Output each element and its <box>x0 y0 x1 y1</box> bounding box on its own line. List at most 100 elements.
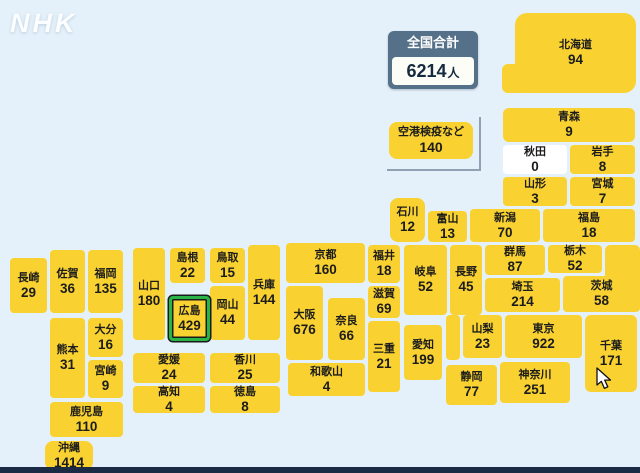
prefecture-name: 福井 <box>373 250 395 262</box>
tile-chiba[interactable]: 千葉 171 <box>585 315 637 392</box>
tile-yamanashi[interactable]: 山梨 23 <box>463 315 502 358</box>
prefecture-name: 和歌山 <box>310 365 343 378</box>
prefecture-value: 9 <box>565 124 573 139</box>
tile-niigata[interactable]: 新潟 70 <box>470 209 540 242</box>
national-total-value-box: 6214 人 <box>392 57 474 85</box>
prefecture-value: 676 <box>293 322 316 337</box>
tile-shiga[interactable]: 滋賀 69 <box>368 286 400 318</box>
tile-kumamoto[interactable]: 熊本 31 <box>50 318 85 398</box>
tile-miyazaki[interactable]: 宮崎 9 <box>88 360 123 398</box>
prefecture-value: 110 <box>75 418 98 434</box>
prefecture-name: 静岡 <box>460 371 483 383</box>
tile-saga[interactable]: 佐賀 36 <box>50 250 85 313</box>
prefecture-value: 18 <box>376 263 392 278</box>
prefecture-name: 富山 <box>436 212 459 225</box>
prefecture-name: 兵庫 <box>253 278 275 291</box>
tile-kochi[interactable]: 高知 4 <box>133 386 205 414</box>
tile-fukushima[interactable]: 福島 18 <box>543 209 635 242</box>
prefecture-name: 宮崎 <box>94 365 117 377</box>
tile-gunma[interactable]: 群馬 87 <box>485 245 545 275</box>
prefecture-value: 29 <box>20 284 37 300</box>
prefecture-name: 滋賀 <box>373 288 395 300</box>
prefecture-value: 44 <box>219 312 236 327</box>
prefecture-name: 青森 <box>558 111 580 123</box>
prefecture-value: 7 <box>598 190 607 206</box>
prefecture-name: 山梨 <box>471 322 494 335</box>
tile-mie[interactable]: 三重 21 <box>368 321 400 392</box>
prefecture-name: 鹿児島 <box>70 405 103 418</box>
prefecture-name: 新潟 <box>494 211 516 224</box>
prefecture-name: 熊本 <box>56 344 79 356</box>
prefecture-name: 岐阜 <box>414 266 437 278</box>
tile-tottori[interactable]: 鳥取 15 <box>210 248 245 283</box>
prefecture-value: 18 <box>581 224 597 240</box>
prefecture-value: 0 <box>531 158 539 174</box>
tile-saitama[interactable]: 埼玉 214 <box>485 278 560 312</box>
tile-fukui[interactable]: 福井 18 <box>368 245 400 283</box>
tile-osaka[interactable]: 大阪 676 <box>286 286 323 360</box>
prefecture-name: 福島 <box>578 211 600 224</box>
prefecture-value: 251 <box>523 381 547 397</box>
tile-hyogo[interactable]: 兵庫 144 <box>248 245 280 340</box>
airport-quarantine-box: 空港検疫など 140 <box>389 122 473 159</box>
tile-toyama[interactable]: 富山 13 <box>428 211 467 242</box>
prefecture-value: 24 <box>161 367 177 382</box>
tile-wakayama[interactable]: 和歌山 4 <box>288 363 365 396</box>
prefecture-name: 沖縄 <box>58 441 80 454</box>
tile-aichi[interactable]: 愛知 199 <box>404 325 442 380</box>
prefecture-name: 福岡 <box>94 267 117 280</box>
tile-aomori[interactable]: 青森 9 <box>503 108 635 142</box>
prefecture-value: 21 <box>376 355 392 371</box>
prefecture-value: 22 <box>179 264 196 280</box>
prefecture-value: 15 <box>219 264 236 280</box>
tile-gifu[interactable]: 岐阜 52 <box>404 245 447 315</box>
prefecture-name: 香川 <box>234 354 256 366</box>
tile-nara[interactable]: 奈良 66 <box>328 298 365 360</box>
prefecture-name: 群馬 <box>504 246 526 258</box>
tile-ibaraki[interactable]: 茨城 58 <box>563 276 640 312</box>
prefecture-value: 144 <box>252 291 276 307</box>
tile-hokkaido[interactable]: 北海道 94 <box>515 13 636 93</box>
tile-ehime[interactable]: 愛媛 24 <box>133 353 205 383</box>
tile-okinawa[interactable]: 沖縄 1414 <box>45 441 93 470</box>
prefecture-name: 山口 <box>138 280 160 292</box>
tile-yamaguchi[interactable]: 山口 180 <box>133 248 165 340</box>
tile-nagasaki[interactable]: 長崎 29 <box>10 258 47 313</box>
tile-hiroshima[interactable]: 広島 429 <box>169 296 210 341</box>
prefecture-value: 13 <box>439 225 456 241</box>
tile-shizuoka[interactable]: 静岡 77 <box>446 365 497 405</box>
prefecture-name: 奈良 <box>335 315 358 327</box>
prefecture-value: 160 <box>314 262 337 277</box>
national-total-label: 全国合計 <box>406 35 459 50</box>
tile-fukuoka[interactable]: 福岡 135 <box>88 250 123 313</box>
prefecture-value: 1414 <box>53 454 85 470</box>
national-total-value: 6214 <box>406 60 447 81</box>
tile-kyoto[interactable]: 京都 160 <box>286 243 365 283</box>
tile-okayama[interactable]: 岡山 44 <box>210 286 245 340</box>
prefecture-value: 45 <box>458 279 474 294</box>
prefecture-value: 429 <box>178 317 201 333</box>
tile-nagano[interactable]: 長野 45 <box>450 245 482 315</box>
tile-shimane[interactable]: 島根 22 <box>170 248 205 283</box>
tile-tokyo[interactable]: 東京 922 <box>505 315 582 358</box>
prefecture-value: 52 <box>567 258 583 273</box>
tile-miyagi[interactable]: 宮城 7 <box>570 177 635 206</box>
tile-ishikawa[interactable]: 石川 12 <box>390 198 425 242</box>
prefecture-value: 8 <box>241 398 249 414</box>
tile-kanagawa[interactable]: 神奈川 251 <box>500 362 570 403</box>
tile-iwate[interactable]: 岩手 8 <box>570 145 635 174</box>
prefecture-name: 愛知 <box>412 338 434 351</box>
tile-oita[interactable]: 大分 16 <box>88 318 123 357</box>
tile-kagoshima[interactable]: 鹿児島 110 <box>50 402 123 437</box>
tile-kagawa[interactable]: 香川 25 <box>210 353 280 383</box>
prefecture-value: 922 <box>532 335 555 351</box>
prefecture-value: 94 <box>567 52 584 67</box>
tile-tokushima[interactable]: 徳島 8 <box>210 386 280 414</box>
prefecture-name: 広島 <box>178 304 201 317</box>
national-total-box: 全国合計 6214 人 <box>388 31 478 89</box>
tile-akita[interactable]: 秋田 0 <box>503 145 567 174</box>
prefecture-value: 58 <box>593 293 610 308</box>
tile-yamagata[interactable]: 山形 3 <box>503 177 567 206</box>
tile-tochigi[interactable]: 栃木 52 <box>548 245 602 273</box>
